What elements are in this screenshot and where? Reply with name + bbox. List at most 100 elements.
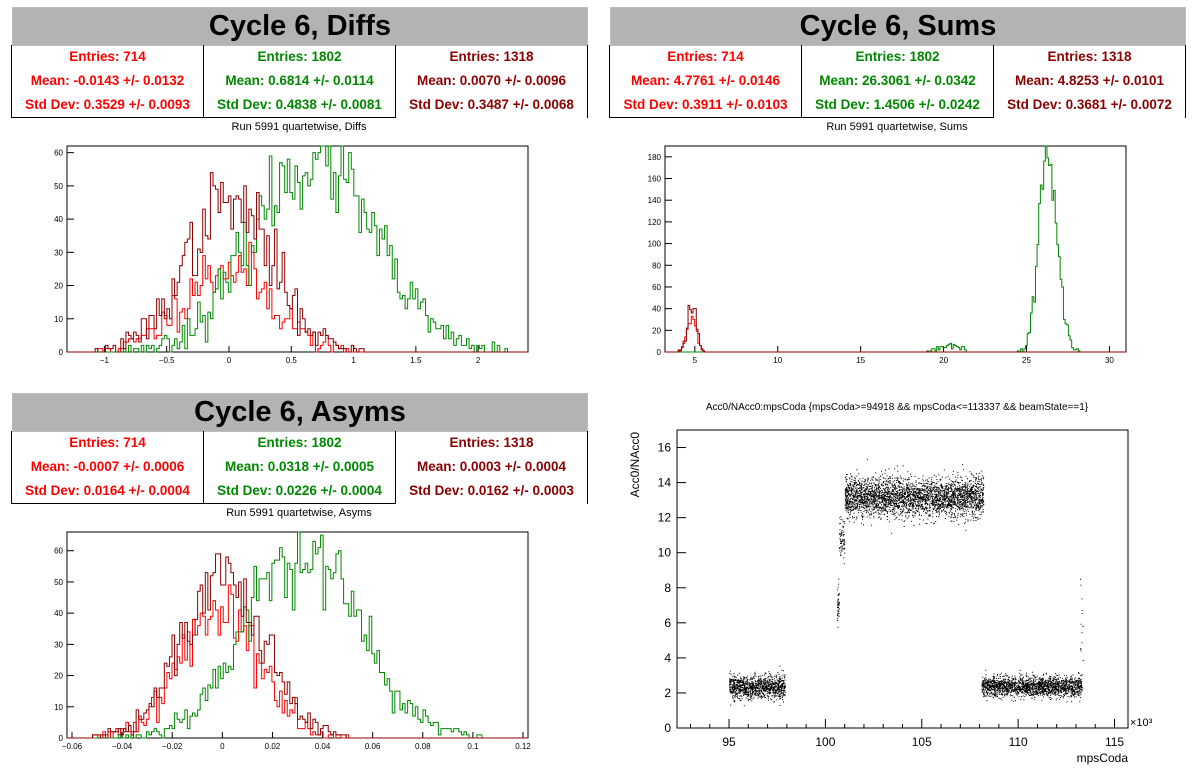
x-tick-label: 0.02 bbox=[265, 742, 281, 751]
y-tick-label: 20 bbox=[54, 282, 63, 291]
y-tick-label: 100 bbox=[648, 240, 662, 249]
histogram-series bbox=[67, 145, 528, 353]
stat-std: Std Dev: 0.3911 +/- 0.0103 bbox=[623, 97, 788, 112]
stat-mean: Mean: 4.7761 +/- 0.0146 bbox=[631, 73, 780, 88]
stat-entries: Entries: 714 bbox=[69, 49, 146, 64]
scatter-title: Acc0/NAcc0:mpsCoda {mpsCoda>=94918 && mp… bbox=[705, 402, 1089, 413]
stat-mean: Mean: 4.8253 +/- 0.0101 bbox=[1015, 73, 1164, 88]
stat-mean: Mean: 0.0070 +/- 0.0096 bbox=[417, 73, 566, 88]
x-tick-label: 1 bbox=[351, 356, 356, 365]
histogram-series bbox=[665, 304, 1126, 353]
histogram-series bbox=[665, 145, 1126, 353]
asyms-subtitle: Run 5991 quartetwise, Asyms bbox=[226, 507, 372, 519]
stat-mean: Mean: -0.0007 +/- 0.0006 bbox=[30, 459, 185, 474]
y-tick-label: 6 bbox=[664, 616, 671, 630]
plot-frame bbox=[66, 145, 529, 353]
stat-mean: Mean: 26.3061 +/- 0.0342 bbox=[819, 73, 976, 88]
x-tick-label: 1.5 bbox=[410, 356, 422, 365]
y-tick-label: 40 bbox=[54, 215, 63, 224]
x-tick-label: −0.04 bbox=[112, 742, 133, 751]
sums-histogram: 5 10 15 20 25 30 0 20 40 60 80 100 120 140 160 180 bbox=[648, 145, 1127, 365]
sums-header: Cycle 6, Sums bbox=[610, 7, 1186, 46]
stat-entries: Entries: 1318 bbox=[449, 435, 534, 450]
x-tick-label: 0.04 bbox=[315, 742, 331, 751]
asyms-stats-red: Entries: 714 Mean: -0.0007 +/- 0.0006 St… bbox=[12, 431, 204, 504]
scatter-cluster bbox=[837, 578, 840, 628]
y-tick-label: 60 bbox=[54, 547, 63, 556]
sums-stats-box: Entries: 714 Mean: 4.7761 +/- 0.0146 Std… bbox=[609, 45, 1186, 118]
x-tick-label: 0.12 bbox=[515, 742, 531, 751]
y-tick-label: 50 bbox=[54, 578, 63, 587]
x-tick-label: −0.06 bbox=[62, 742, 83, 751]
scatter-cluster bbox=[981, 669, 1083, 703]
x-tick-label: 115 bbox=[1105, 735, 1124, 749]
x-tick-label: 5 bbox=[693, 356, 698, 365]
x-tick-label: 110 bbox=[1009, 735, 1028, 749]
histogram-series bbox=[67, 172, 528, 353]
stat-mean: Mean: 0.0003 +/- 0.0004 bbox=[417, 459, 566, 474]
scatter-points bbox=[838, 516, 846, 565]
x-tick-label: 15 bbox=[856, 356, 865, 365]
stat-std: Std Dev: 0.0164 +/- 0.0004 bbox=[25, 483, 190, 498]
scatter-points bbox=[837, 578, 840, 628]
plot-frame bbox=[664, 145, 1127, 353]
y-tick-label: 0 bbox=[657, 348, 662, 357]
y-tick-label: 14 bbox=[658, 476, 672, 490]
x-tick-label: 10 bbox=[773, 356, 782, 365]
stat-std: Std Dev: 0.4838 +/- 0.0081 bbox=[217, 97, 382, 112]
x-tick-label: 0.5 bbox=[286, 356, 298, 365]
histogram-series bbox=[67, 553, 528, 739]
y-tick-label: 30 bbox=[54, 248, 63, 257]
asyms-stats-green: Entries: 1802 Mean: 0.0318 +/- 0.0005 St… bbox=[204, 431, 396, 504]
asyms-stats-darkred: Entries: 1318 Mean: 0.0003 +/- 0.0004 St… bbox=[396, 431, 588, 504]
y-tick-label: 50 bbox=[54, 182, 63, 191]
diffs-stats-box: Entries: 714 Mean: -0.0143 +/- 0.0132 St… bbox=[11, 45, 588, 118]
stat-entries: Entries: 1802 bbox=[855, 49, 940, 64]
x-tick-label: 0.06 bbox=[365, 742, 381, 751]
scatter-points bbox=[729, 665, 786, 707]
y-tick-label: 16 bbox=[658, 441, 672, 455]
y-tick-label: 120 bbox=[648, 218, 662, 227]
scatter-cluster bbox=[729, 665, 786, 707]
x-tick-label: 2 bbox=[476, 356, 481, 365]
y-tick-label: 4 bbox=[664, 651, 671, 665]
x-axis-label: mpsCoda bbox=[1077, 751, 1129, 765]
sums-stats-red: Entries: 714 Mean: 4.7761 +/- 0.0146 Std… bbox=[610, 45, 802, 118]
x-tick-label: 0 bbox=[227, 356, 232, 365]
histogram-series bbox=[665, 315, 1126, 353]
y-tick-label: 12 bbox=[658, 511, 672, 525]
stat-entries: Entries: 714 bbox=[69, 435, 146, 450]
y-tick-label: 60 bbox=[54, 149, 63, 158]
x-tick-label: 0.08 bbox=[415, 742, 431, 751]
stat-std: Std Dev: 0.0162 +/- 0.0003 bbox=[409, 483, 574, 498]
sums-stats-green: Entries: 1802 Mean: 26.3061 +/- 0.0342 S… bbox=[802, 45, 994, 118]
y-tick-label: 60 bbox=[652, 283, 661, 292]
x-axis-multiplier: ×10³ bbox=[1130, 717, 1153, 729]
y-tick-label: 40 bbox=[54, 609, 63, 618]
y-tick-label: 8 bbox=[664, 581, 671, 595]
y-tick-label: 80 bbox=[652, 261, 661, 270]
scatter-cluster bbox=[1079, 578, 1084, 698]
histogram-series bbox=[67, 531, 528, 739]
x-tick-label: 105 bbox=[912, 735, 932, 749]
diffs-stats-green: Entries: 1802 Mean: 0.6814 +/- 0.0114 St… bbox=[204, 45, 396, 118]
sums-subtitle: Run 5991 quartetwise, Sums bbox=[826, 121, 968, 133]
scatter-points bbox=[981, 669, 1083, 703]
diffs-stats-red: Entries: 714 Mean: -0.0143 +/- 0.0132 St… bbox=[12, 45, 204, 118]
stat-std: Std Dev: 0.3529 +/- 0.0093 bbox=[25, 97, 190, 112]
asyms-histogram: −0.06 −0.04 −0.02 0 0.02 0.04 0.06 0.08 0.1 0.12 0… bbox=[54, 531, 531, 751]
scatter-plot: 95 100 105 110 115 0 2 4 6 8 10 12 14 16 mpsCoda ×10³ Ac… bbox=[628, 429, 1153, 765]
x-tick-label: 20 bbox=[939, 356, 948, 365]
y-tick-label: 20 bbox=[54, 672, 63, 681]
stat-std: Std Dev: 1.4506 +/- 0.0242 bbox=[815, 97, 980, 112]
diffs-header: Cycle 6, Diffs bbox=[12, 7, 588, 46]
y-tick-label: 10 bbox=[658, 546, 672, 560]
stat-entries: Entries: 1802 bbox=[257, 435, 342, 450]
diffs-stats-darkred: Entries: 1318 Mean: 0.0070 +/- 0.0096 St… bbox=[396, 45, 588, 118]
y-tick-label: 140 bbox=[648, 196, 662, 205]
y-tick-label: 2 bbox=[664, 686, 671, 700]
stat-mean: Mean: 0.6814 +/- 0.0114 bbox=[225, 73, 374, 88]
y-tick-label: 160 bbox=[648, 175, 662, 184]
y-tick-label: 10 bbox=[54, 703, 63, 712]
